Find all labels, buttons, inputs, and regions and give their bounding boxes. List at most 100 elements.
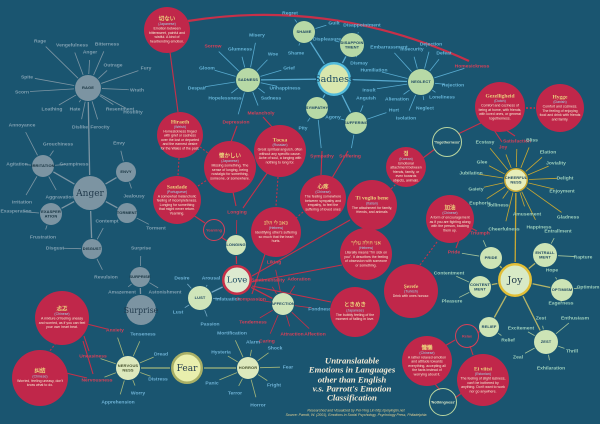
edge (259, 366, 281, 369)
edge (242, 171, 269, 209)
edge (45, 225, 48, 230)
emotion-label-thrill: Thrill (565, 348, 579, 354)
emotion-label-pleasure: Pleasure (441, 298, 463, 304)
emotion-label-neglect: Neglect (416, 105, 434, 111)
emotion-label-excitement: Excitement (507, 325, 535, 331)
emotion-label-zeal: Zeal (513, 354, 523, 360)
title-line: Classification (327, 392, 377, 403)
edge (550, 237, 555, 244)
concept-ring-nothingness: 'Nothingness' (429, 388, 457, 416)
emotion-label-hopelessness: Hopelessness (208, 95, 242, 101)
edge (527, 331, 535, 336)
edge (258, 299, 272, 303)
emotion-label-torment: Torment (146, 225, 166, 231)
emotion-label-lust: Lust (172, 309, 184, 315)
emotion-label-exhilaration: Exhilaration (536, 365, 566, 371)
edge (83, 335, 90, 352)
edge (521, 191, 536, 220)
edge (54, 164, 67, 166)
edge (434, 68, 465, 79)
edge (61, 200, 75, 209)
word-description: Identifying other's suffering so much th… (255, 231, 297, 244)
category-node-cheerfulness: CHEERFUL NESS (504, 168, 528, 192)
edge (25, 176, 38, 196)
primary-emotion-surprise: Surprise (124, 295, 158, 325)
edge (127, 283, 132, 288)
category-node-zest: ZEST (534, 330, 558, 354)
word-title: 懐かしい (219, 152, 241, 159)
emotion-label-caring: Caring (259, 338, 275, 344)
word-title: Hygge (552, 93, 568, 100)
edge (526, 187, 562, 213)
word-language: (Estonian) (475, 372, 491, 376)
edge (381, 71, 408, 79)
edge (294, 305, 313, 309)
emotion-label-misery: Misery (249, 32, 265, 38)
emotion-label-guilt: Guilt (328, 20, 340, 26)
emotion-label-disgust: Disgust (45, 245, 65, 251)
emotion-label-jolliness: Jolliness (487, 202, 509, 208)
emotion-label-depression: Depression (222, 119, 250, 125)
emotion-label-enjoyment: Enjoyment (549, 188, 575, 194)
emotion-label-ecstasy: Ecstasy (475, 139, 495, 145)
word-title: Ei viitsi (474, 365, 492, 372)
emotion-label-despair: Despair (187, 85, 207, 91)
word-circle-tokimeki: ときめき (Japanese) The bubbly feeling of the … (330, 287, 380, 337)
edge (260, 78, 317, 81)
edge (493, 129, 503, 143)
word-description: Missing something. The sense of longing,… (210, 163, 250, 181)
edge (558, 345, 565, 349)
edge (505, 129, 516, 137)
edge (334, 40, 340, 43)
emotion-label-ferocity: Ferocity (90, 124, 110, 130)
word-circle-jiayou: 加油 (Chinese) A form of encouragement as if… (426, 195, 474, 243)
edge (331, 150, 349, 179)
edge (505, 154, 512, 169)
edge (214, 69, 236, 77)
word-title: 切ない (158, 15, 176, 22)
edge (456, 275, 470, 283)
edge (419, 241, 438, 266)
category-node-optimism: OPTIMISM (551, 279, 573, 301)
edge (237, 92, 245, 115)
emotion-label-pride: Pride (447, 249, 461, 255)
edge (424, 51, 430, 69)
edge (177, 157, 180, 177)
emotion-label-hurt: Hurt (388, 107, 400, 113)
word-language: (Dutch) (494, 99, 506, 103)
edge (96, 227, 104, 240)
edge (48, 342, 57, 353)
edge (422, 95, 425, 101)
emotion-label-delight: Delight (556, 175, 574, 181)
edge (23, 211, 40, 214)
word-description: A rather relaxed emotion and attitude to… (407, 355, 447, 377)
edge (129, 182, 132, 189)
word-description: The feeling somewhere between sympathy a… (304, 194, 342, 212)
edge (89, 210, 93, 239)
edge (557, 255, 576, 257)
edge (257, 352, 269, 362)
emotion-label-arousal: Arousal (201, 275, 221, 281)
edge (132, 379, 136, 386)
emotion-label-rapture: Rapture (573, 254, 593, 260)
emotion-label-sorrow: Sorrow (204, 43, 222, 49)
emotion-label-optimism: Optimism (576, 284, 600, 290)
emotion-label-liking: Liking (266, 259, 282, 265)
word-circle-hygge: Hygge (Danish) Comfort and coziness. The f… (536, 84, 584, 132)
edge (528, 182, 555, 190)
word-title: Şerefe (403, 283, 419, 290)
word-description: Drink with ones honour. (392, 294, 430, 298)
word-description: The attachment for family, friends, and … (351, 206, 393, 215)
category-node-exasperation: EXASPER ATION (40, 203, 62, 225)
edge (100, 94, 127, 109)
category-node-disappointment: DISAPPOIN TMENT (340, 33, 364, 57)
word-title: 慵懒 (421, 344, 433, 351)
edge (532, 283, 551, 289)
category-node-entrallment: ENTRALL MENT (533, 243, 557, 267)
emotion-label-elation: Elation (539, 149, 557, 155)
emotion-label-cheerfulness: Cheerfulness (488, 226, 520, 232)
edge (555, 322, 570, 335)
edge (497, 332, 502, 336)
